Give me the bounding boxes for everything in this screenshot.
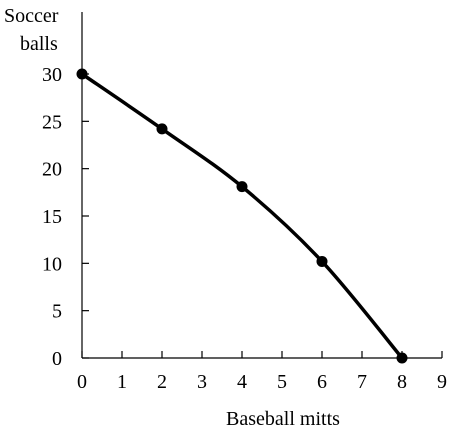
y-axis-label-line1: Soccer [4,5,59,27]
x-tick-label-9: 9 [437,371,447,393]
x-axis-label: Baseball mitts [226,408,340,430]
y-tick-label-15: 15 [42,206,62,228]
y-tick-label-0: 0 [52,348,62,370]
axes [81,12,442,359]
x-tick-label-6: 6 [317,371,327,393]
data-point-0 [76,68,88,80]
x-tick-label-4: 4 [237,371,247,393]
x-tick-label-1: 1 [117,371,127,393]
x-tick-label-2: 2 [157,371,167,393]
x-tick-label-5: 5 [277,371,287,393]
y-tick-label-25: 25 [42,111,62,133]
x-tick-label-3: 3 [197,371,207,393]
y-tick-label-5: 5 [52,301,62,323]
data-point-2 [156,123,168,135]
x-tick-label-7: 7 [357,371,367,393]
ppf-curve [81,72,404,360]
y-tick-label-30: 30 [42,64,62,86]
y-tick-label-10: 10 [42,253,62,275]
tick-labels: 0 1 2 3 4 5 6 7 8 9 0 5 10 15 20 25 30 [42,64,447,393]
ticks [81,73,443,359]
data-point-4 [236,181,248,193]
data-point-8 [396,352,408,364]
x-tick-label-0: 0 [77,371,87,393]
y-axis-label-line2: balls [20,33,58,55]
data-point-6 [316,255,328,267]
y-tick-label-20: 20 [42,159,62,181]
x-tick-label-8: 8 [397,371,407,393]
data-points [76,68,408,364]
